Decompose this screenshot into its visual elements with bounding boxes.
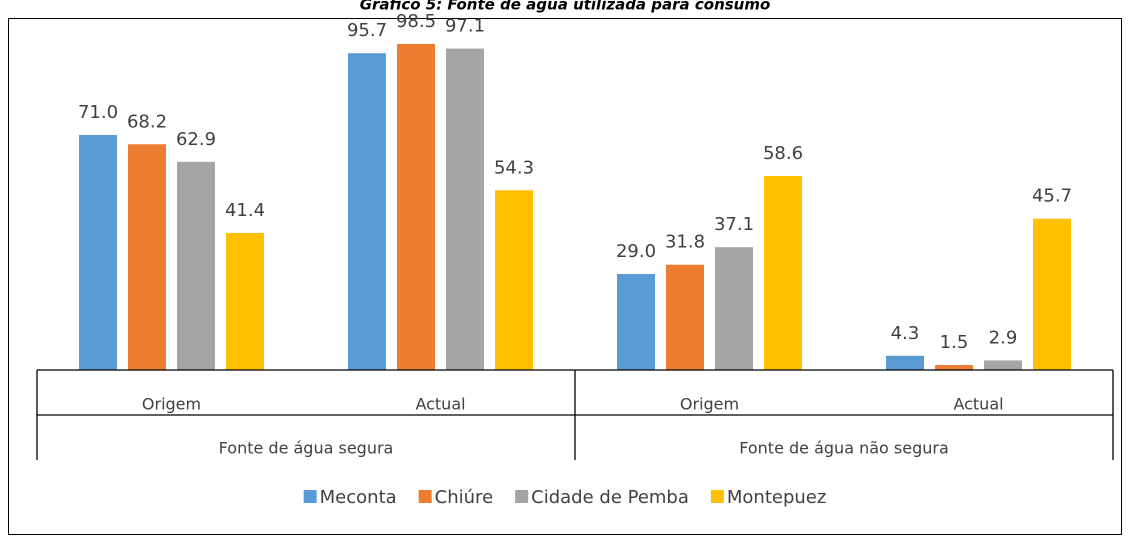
- legend-swatch: [418, 490, 432, 503]
- data-label: 37.1: [714, 214, 754, 235]
- bar: [984, 360, 1022, 370]
- bar: [764, 176, 802, 370]
- bar: [128, 144, 166, 370]
- bar: [177, 161, 215, 370]
- chart-title: Gráfico 5: Fonte de água utilizada para …: [360, 0, 771, 14]
- bar: [1033, 218, 1071, 370]
- legend-label: Montepuez: [727, 487, 826, 508]
- group-label: Fonte de água segura: [219, 439, 394, 458]
- data-label: 45.7: [1032, 186, 1072, 207]
- x-tick-label: Actual: [415, 395, 465, 414]
- bar: [935, 365, 973, 370]
- bar: [715, 247, 753, 370]
- data-label: 68.2: [127, 111, 167, 132]
- data-label: 4.3: [891, 323, 920, 344]
- data-label: 95.7: [347, 20, 387, 41]
- data-label: 71.0: [78, 102, 118, 123]
- data-label: 29.0: [616, 241, 656, 262]
- bar: [348, 53, 386, 370]
- data-label: 97.1: [445, 16, 485, 37]
- bar: [617, 274, 655, 370]
- legend-label: Meconta: [320, 487, 397, 508]
- legend-swatch: [710, 490, 724, 503]
- legend-swatch: [515, 490, 529, 503]
- bar: [495, 190, 533, 370]
- bar: [397, 43, 435, 371]
- data-label: 62.9: [176, 129, 216, 150]
- legend-swatch: [303, 490, 317, 503]
- x-tick-label: Actual: [953, 395, 1003, 414]
- data-label: 41.4: [225, 200, 265, 221]
- bar: [226, 232, 264, 370]
- bar: [446, 48, 484, 370]
- legend-label: Chiúre: [435, 487, 493, 508]
- bar: [666, 264, 704, 370]
- data-label: 2.9: [989, 327, 1018, 348]
- data-label: 31.8: [665, 232, 705, 253]
- x-tick-label: Origem: [680, 395, 739, 414]
- bar: [886, 355, 924, 370]
- group-label: Fonte de água não segura: [739, 439, 949, 458]
- legend-label: Cidade de Pemba: [531, 487, 689, 508]
- data-label: 58.6: [763, 143, 803, 164]
- chart-frame: [8, 18, 1122, 535]
- data-label: 98.5: [396, 11, 436, 32]
- bar: [79, 134, 117, 370]
- x-tick-label: Origem: [142, 395, 201, 414]
- data-label: 54.3: [494, 157, 534, 178]
- data-label: 1.5: [940, 332, 969, 353]
